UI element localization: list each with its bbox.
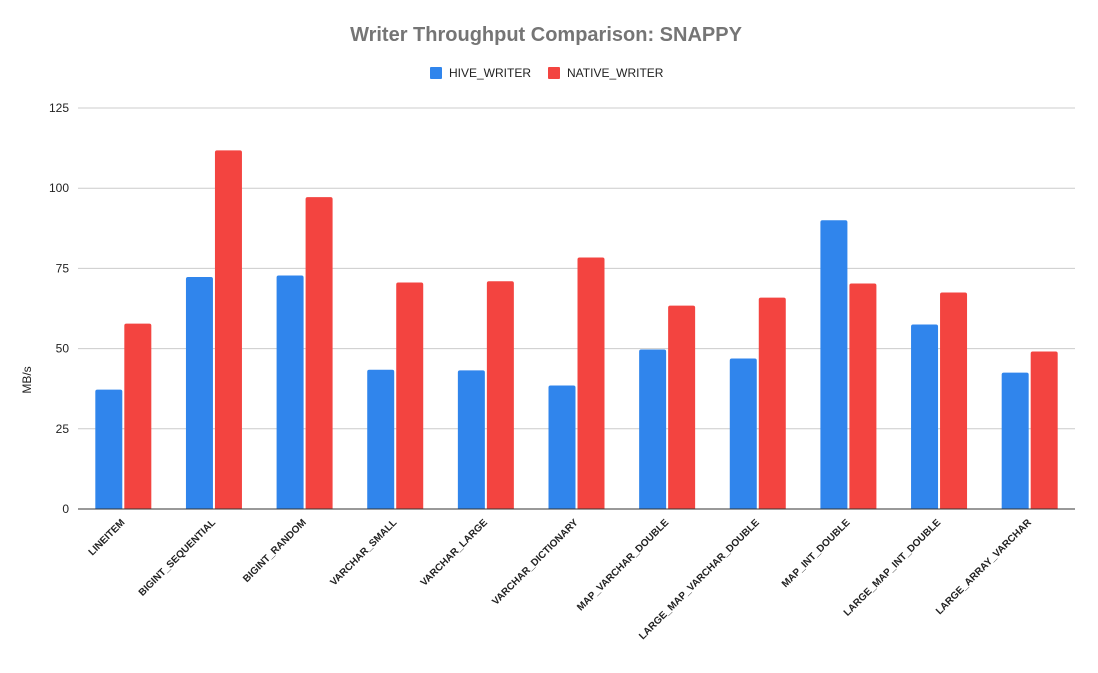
x-tick-label-bigint-sequential: BIGINT_SEQUENTIAL [137, 517, 218, 598]
legend-label-native-writer: NATIVE_WRITER [567, 66, 664, 80]
bar-hive-writer-large-map-varchar-double [729, 358, 757, 509]
bar-native-writer-large-map-int-double [940, 292, 968, 509]
gridlines [78, 107, 1075, 430]
x-axis-labels: LINEITEM BIGINT_SEQUENTIAL BIGINT_RANDOM VA… [87, 517, 1035, 642]
x-tick-label-map-int-double: MAP_INT_DOUBLE [780, 517, 853, 590]
legend-label-hive-writer: HIVE_WRITER [449, 66, 531, 80]
bar-native-writer-varchar-large [486, 281, 514, 509]
x-tick-label-bigint-random: BIGINT_RANDOM [241, 517, 308, 584]
bar-hive-writer-bigint-sequential [185, 277, 213, 509]
bar-hive-writer-map-varchar-double [639, 349, 667, 509]
x-tick-label-varchar-large: VARCHAR_LARGE [419, 517, 491, 589]
bar-native-writer-large-array-varchar [1030, 351, 1058, 509]
legend-swatch-native-writer [548, 67, 560, 79]
y-tick-label-50: 50 [56, 342, 70, 356]
bar-native-writer-bigint-random [305, 197, 333, 509]
legend-swatch-hive-writer [430, 67, 442, 79]
bar-native-writer-large-map-varchar-double [758, 297, 786, 509]
bar-hive-writer-varchar-small [367, 369, 395, 509]
chart-title: Writer Throughput Comparison: SNAPPY [350, 24, 743, 46]
bar-hive-writer-lineitem [95, 389, 123, 509]
x-tick-label-large-array-varchar: LARGE_ARRAY_VARCHAR [934, 517, 1034, 617]
bar-native-writer-map-int-double [849, 283, 877, 509]
bar-native-writer-bigint-sequential [214, 150, 242, 510]
bar-hive-writer-varchar-large [457, 370, 485, 509]
x-tick-label-lineitem: LINEITEM [87, 517, 128, 558]
legend: HIVE_WRITER NATIVE_WRITER [430, 66, 664, 80]
y-axis-title: MB/s [20, 366, 34, 393]
y-tick-label-25: 25 [56, 422, 70, 436]
x-tick-label-varchar-dictionary: VARCHAR_DICTIONARY [490, 517, 581, 608]
x-tick-label-varchar-small: VARCHAR_SMALL [328, 517, 399, 588]
bar-hive-writer-large-map-int-double [911, 324, 939, 509]
bars [95, 150, 1058, 510]
bar-native-writer-varchar-small [396, 282, 424, 509]
bar-hive-writer-map-int-double [820, 220, 848, 509]
x-tick-label-large-map-int-double: LARGE_MAP_INT_DOUBLE [842, 517, 944, 619]
bar-native-writer-map-varchar-double [668, 305, 696, 509]
y-tick-label-75: 75 [56, 261, 70, 275]
bar-native-writer-lineitem [124, 323, 152, 509]
y-axis-ticks: 0 25 50 75 100 125 [49, 101, 69, 516]
y-tick-label-0: 0 [62, 502, 69, 516]
y-tick-label-100: 100 [49, 181, 69, 195]
x-tick-label-map-varchar-double: MAP_VARCHAR_DOUBLE [575, 517, 671, 613]
bar-native-writer-varchar-dictionary [577, 257, 605, 509]
y-tick-label-125: 125 [49, 101, 69, 115]
bar-hive-writer-large-array-varchar [1001, 372, 1029, 509]
bar-hive-writer-varchar-dictionary [548, 385, 576, 509]
bar-hive-writer-bigint-random [276, 275, 304, 509]
